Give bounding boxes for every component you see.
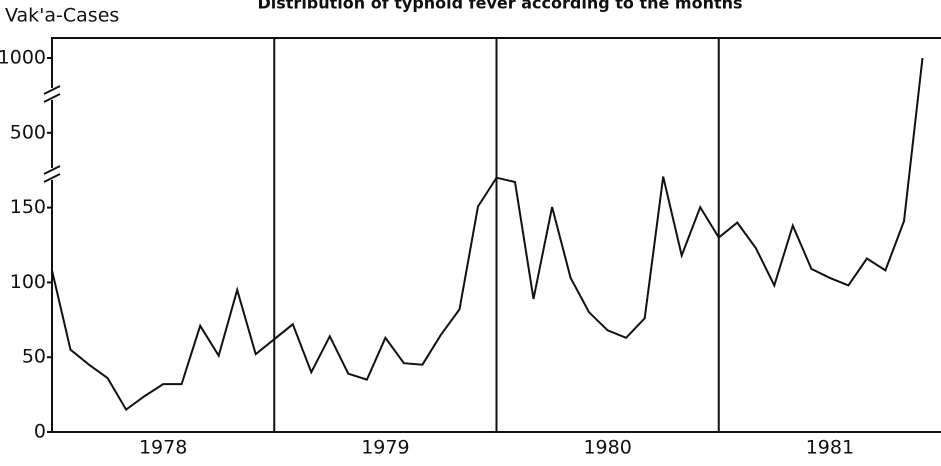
data-line [51,57,924,412]
y-tick-label: 1000 [0,47,46,69]
y-tick-label: 100 [10,271,46,293]
y-tick-label: 500 [10,121,46,143]
x-group-label: 1978 [139,437,187,459]
y-axis-label: Vak'a-Cases [5,5,119,27]
chart-title: Distribution of typhoid fever according … [257,0,742,13]
y-tick-label: 0 [34,421,46,443]
x-group-label: 1981 [806,437,854,459]
y-tick-label: 50 [22,346,46,368]
axis-break [43,85,61,183]
y-tick-label: 150 [10,196,46,218]
x-group-label: 1979 [361,437,409,459]
x-group-label: 1980 [583,437,631,459]
